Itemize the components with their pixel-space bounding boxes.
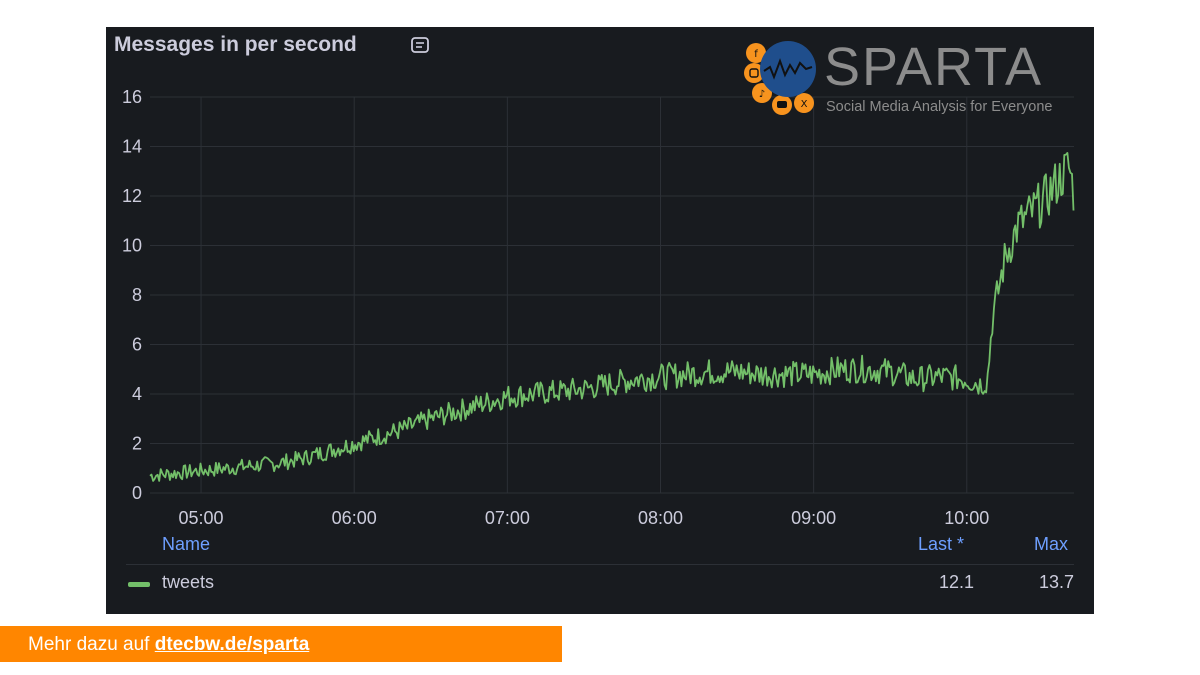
y-tick-label: 10 (122, 236, 142, 256)
logo-wordmark: SPARTA (824, 37, 1044, 97)
legend-swatch-tweets[interactable] (128, 582, 150, 587)
y-tick-label: 8 (132, 285, 142, 305)
panel-title: Messages in per second (114, 33, 357, 56)
logo-tagline: Social Media Analysis for Everyone (826, 99, 1053, 115)
y-tick-label: 14 (122, 137, 142, 157)
legend-max-value: 13.7 (1038, 572, 1074, 592)
x-icon: X (801, 99, 808, 110)
legend-header-last[interactable]: Last * (918, 534, 965, 554)
legend-divider (126, 564, 1074, 565)
series-line-tweets[interactable] (149, 152, 1075, 482)
sparta-logo-mark: f ♪ X (744, 41, 816, 115)
x-tick-label: 10:00 (944, 508, 989, 527)
y-tick-label: 16 (122, 87, 142, 107)
facebook-icon: f (754, 49, 758, 60)
legend-header-name[interactable]: Name (162, 534, 211, 554)
sparta-logo: f ♪ X SPARTA Social Media Analysis for E… (742, 37, 1082, 117)
instagram-icon (749, 68, 759, 78)
y-tick-label: 0 (132, 483, 142, 503)
footer-banner: Mehr dazu auf dtecbw.de/sparta (0, 626, 562, 662)
x-tick-label: 07:00 (485, 508, 530, 527)
panel-info-icon[interactable] (410, 37, 430, 53)
footer-prefix: Mehr dazu auf (28, 634, 155, 655)
footer-text: Mehr dazu auf dtecbw.de/sparta (28, 634, 309, 656)
footer-link[interactable]: dtecbw.de/sparta (154, 634, 310, 655)
y-tick-label: 4 (132, 384, 142, 404)
x-tick-label: 06:00 (332, 508, 377, 527)
youtube-icon (777, 101, 787, 108)
y-tick-label: 12 (122, 186, 142, 206)
y-tick-label: 6 (132, 335, 142, 355)
chart-panel: Messages in per second 0 2 4 6 8 10 12 14 16 05:0… (106, 27, 1094, 614)
line-chart: 0 2 4 6 8 10 12 14 16 05:00 06:00 07:00 08:00 09:00 10… (122, 87, 1075, 527)
y-tick-label: 2 (132, 434, 142, 454)
tiktok-icon: ♪ (759, 89, 765, 100)
legend-series-name[interactable]: tweets (162, 572, 215, 592)
x-tick-label: 08:00 (638, 508, 683, 527)
legend-header-max[interactable]: Max (1034, 534, 1069, 554)
x-tick-label: 05:00 (179, 508, 224, 527)
legend-last-value: 12.1 (938, 572, 974, 592)
x-tick-label: 09:00 (791, 508, 836, 527)
